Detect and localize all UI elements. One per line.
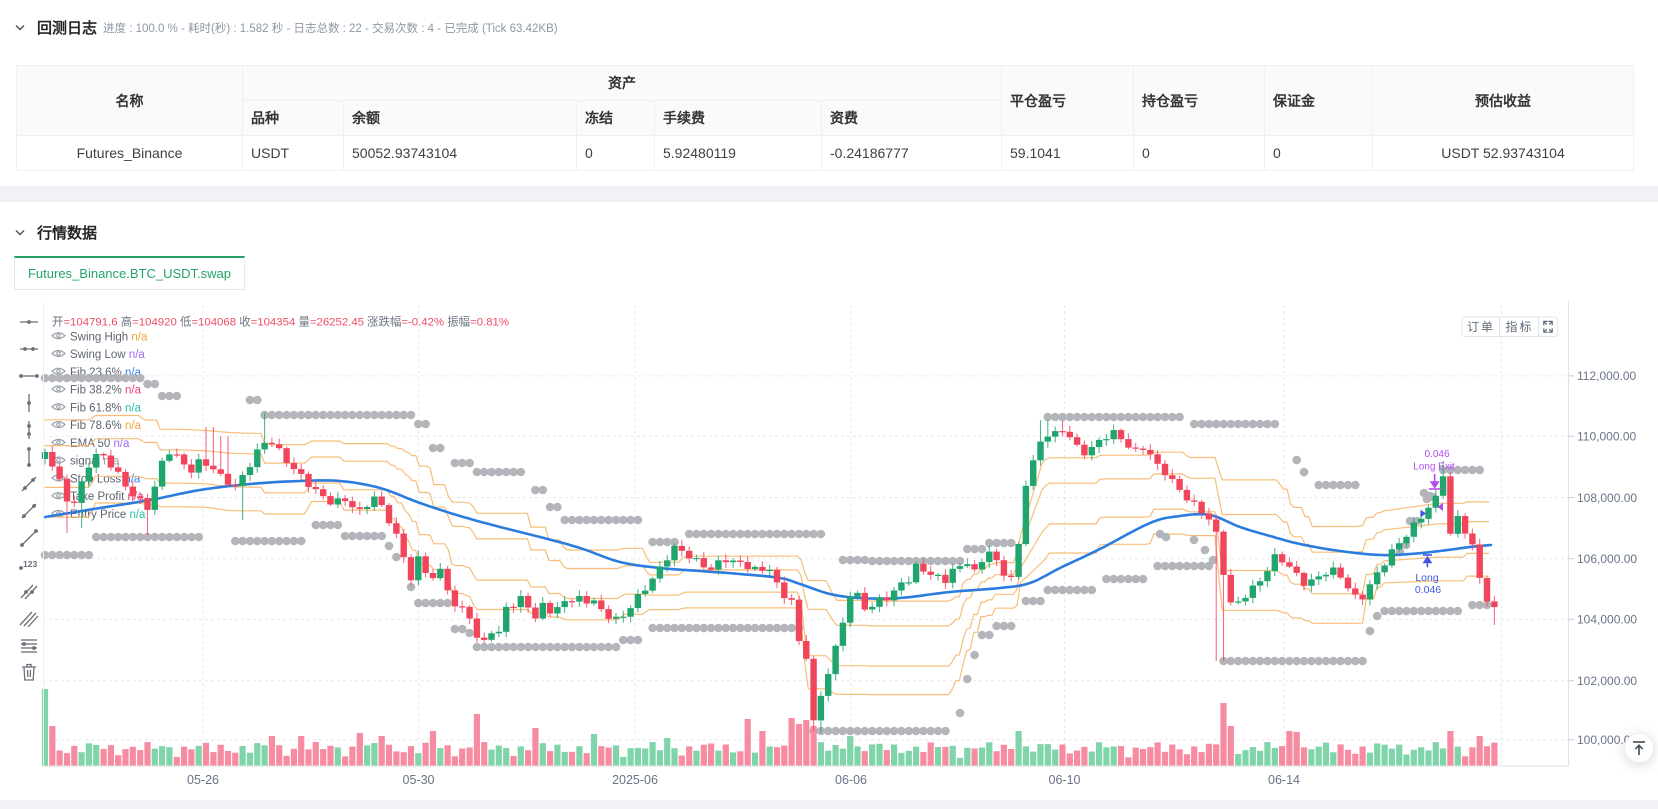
- svg-text:Long Exit: Long Exit: [1413, 462, 1455, 473]
- svg-text:102,000.00: 102,000.00: [1577, 674, 1637, 688]
- svg-text:指标: 指标: [1505, 319, 1533, 334]
- svg-text:Fib 78.6% n/a: Fib 78.6% n/a: [70, 420, 142, 432]
- svg-text:2025-06: 2025-06: [612, 773, 658, 787]
- svg-text:112,000.00: 112,000.00: [1577, 369, 1636, 383]
- svg-text:Fib 38.2% n/a: Fib 38.2% n/a: [70, 385, 142, 397]
- svg-text:123: 123: [23, 559, 37, 569]
- svg-text:05-30: 05-30: [403, 773, 435, 787]
- svg-text:0.046: 0.046: [1415, 584, 1441, 596]
- svg-text:06-14: 06-14: [1268, 773, 1300, 787]
- svg-text:Swing High n/a: Swing High n/a: [70, 331, 148, 343]
- svg-text:Entry Price n/a: Entry Price n/a: [70, 509, 146, 521]
- svg-text:Swing Low n/a: Swing Low n/a: [70, 349, 145, 361]
- svg-text:106,000.00: 106,000.00: [1577, 552, 1637, 566]
- svg-text:0.046: 0.046: [1424, 449, 1449, 460]
- svg-text:EMA 50 n/a: EMA 50 n/a: [70, 438, 130, 450]
- svg-text:05-26: 05-26: [187, 773, 219, 787]
- svg-text:06-06: 06-06: [835, 773, 867, 787]
- svg-text:100,000.00: 100,000.00: [1577, 733, 1637, 747]
- svg-text:108,000.00: 108,000.00: [1577, 491, 1637, 505]
- svg-text:订单: 订单: [1467, 320, 1495, 334]
- svg-text:开=104791.6 高=104920 低=104068 收: 开=104791.6 高=104920 低=104068 收=104354 量=…: [52, 315, 509, 329]
- svg-text:06-10: 06-10: [1049, 773, 1081, 787]
- svg-text:Fib 61.8% n/a: Fib 61.8% n/a: [70, 402, 142, 414]
- svg-text:104,000.00: 104,000.00: [1577, 613, 1637, 627]
- svg-text:110,000.00: 110,000.00: [1577, 430, 1636, 444]
- svg-text:Long: Long: [1415, 572, 1439, 584]
